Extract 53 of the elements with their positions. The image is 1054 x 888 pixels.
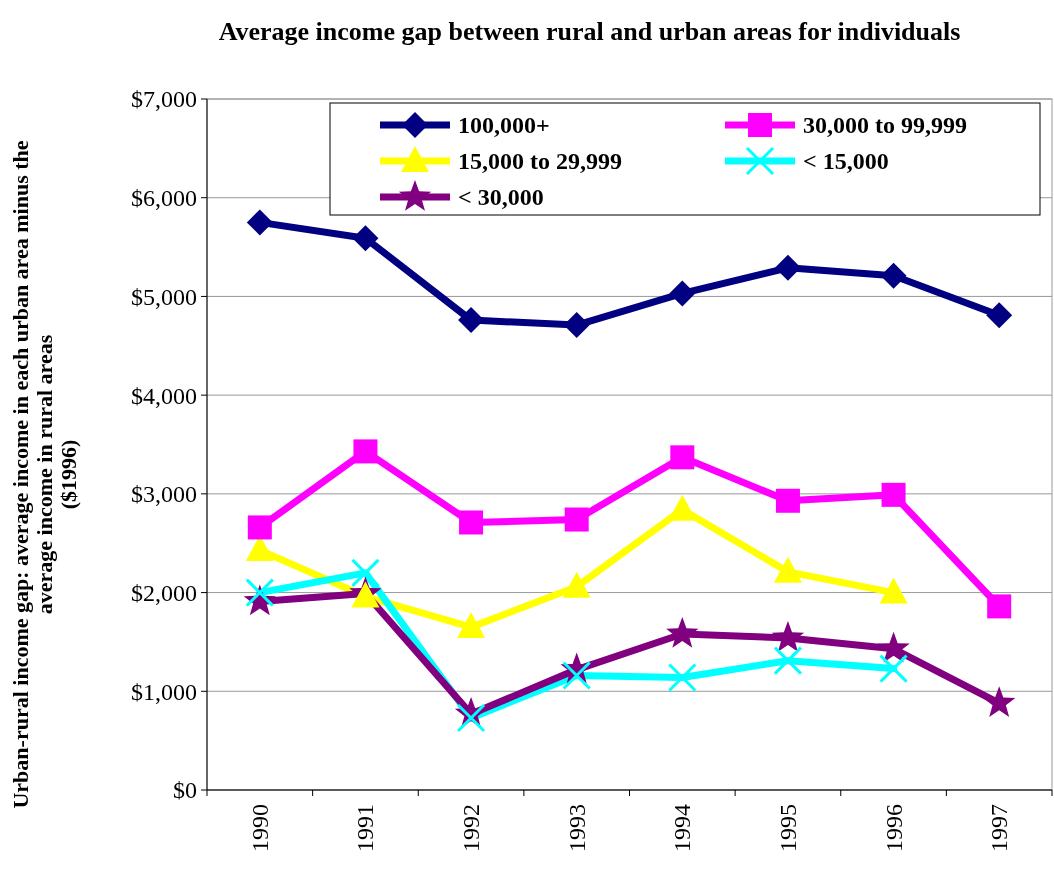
point [670, 445, 695, 470]
point [353, 439, 378, 464]
point [983, 686, 1016, 717]
legend-label: 15,000 to 29,999 [458, 148, 622, 175]
y-tick-label: $1,000 [131, 678, 197, 705]
x-tick-label: 1997 [986, 804, 1013, 852]
legend-label: 100,000+ [458, 112, 550, 139]
legend-label: < 15,000 [803, 148, 889, 175]
point [774, 254, 801, 281]
point [350, 558, 380, 588]
y-tick-label: $3,000 [131, 481, 197, 508]
point [879, 654, 909, 684]
chart-title: Average income gap between rural and urban areas for individuals [218, 17, 961, 46]
x-tick-label: 1992 [458, 804, 485, 852]
point [881, 482, 906, 507]
point [775, 488, 800, 513]
point [247, 515, 272, 540]
y-tick-label: $4,000 [131, 382, 197, 409]
point [773, 556, 802, 583]
point [877, 631, 910, 663]
point [563, 312, 590, 339]
point [987, 594, 1012, 619]
point [667, 662, 697, 692]
point [457, 612, 486, 639]
point [562, 571, 591, 598]
point [459, 510, 484, 535]
y-tick-label: $6,000 [131, 185, 197, 212]
point [456, 703, 486, 733]
point [771, 620, 805, 652]
y-tick-label: $2,000 [131, 579, 197, 606]
y-tick-label: $0 [173, 777, 197, 804]
point [773, 646, 803, 676]
x-tick-label: 1995 [774, 804, 801, 852]
legend-label: < 30,000 [458, 184, 544, 211]
x-tick-label: 1994 [669, 804, 696, 852]
point [666, 617, 699, 648]
point [246, 209, 273, 236]
x-tick-label: 1996 [880, 804, 907, 852]
y-tick-label: $7,000 [131, 86, 197, 113]
point [245, 578, 275, 608]
y-tick-label: $5,000 [131, 283, 197, 310]
point [564, 507, 589, 532]
legend-label: 30,000 to 99,999 [803, 112, 967, 139]
x-tick-label: 1993 [563, 804, 590, 852]
x-tick-label: 1990 [246, 804, 273, 852]
point [986, 302, 1013, 329]
y-axis-title: Urban-rural income gap: average income in each urban area minus the average income in rural areas ($1996) [8, 140, 81, 809]
point [562, 660, 592, 690]
point [879, 577, 908, 604]
x-tick-label: 1991 [352, 804, 379, 852]
point [880, 262, 907, 289]
point [669, 280, 696, 307]
point [352, 225, 379, 252]
